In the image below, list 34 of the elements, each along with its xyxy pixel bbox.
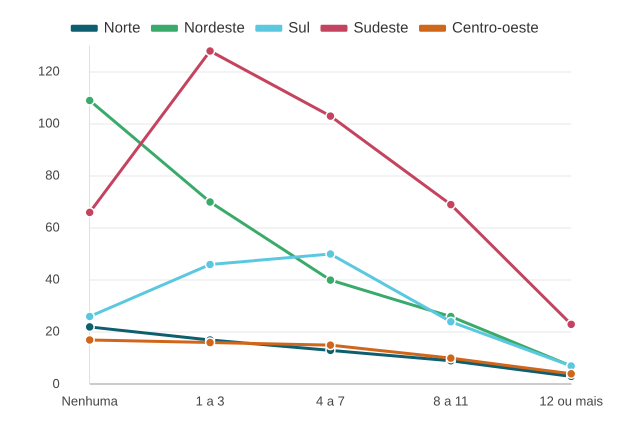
point xyxy=(204,46,216,56)
point xyxy=(325,248,336,260)
y-tick-label: 80 xyxy=(45,168,60,183)
point xyxy=(325,340,336,350)
legend-label: Norte xyxy=(104,19,140,36)
point xyxy=(566,368,576,380)
point xyxy=(446,199,456,210)
point xyxy=(84,207,95,218)
legend-label: Centro-oeste xyxy=(452,19,539,36)
point xyxy=(566,319,576,330)
x-tick-label: 4 a 7 xyxy=(316,394,345,409)
point xyxy=(204,337,216,348)
point xyxy=(84,322,95,332)
x-tick-label: 12 ou mais xyxy=(539,394,604,409)
x-tick-label: 8 a 11 xyxy=(433,394,468,409)
point xyxy=(204,196,216,208)
y-tick-label: 20 xyxy=(45,324,60,339)
point xyxy=(325,274,336,286)
legend-label: Sudeste xyxy=(353,19,409,36)
x-tick-label: 1 a 3 xyxy=(196,394,225,409)
legend-label: Nordeste xyxy=(184,19,245,36)
point xyxy=(204,259,216,270)
x-tick-label: Nenhuma xyxy=(62,394,119,409)
point xyxy=(84,334,95,346)
point xyxy=(325,110,336,122)
legend-label: Sul xyxy=(288,19,310,36)
point xyxy=(446,316,456,327)
y-tick-label: 120 xyxy=(38,63,60,78)
y-tick-label: 60 xyxy=(45,220,60,235)
y-tick-label: 0 xyxy=(52,376,60,391)
point xyxy=(84,95,95,106)
y-tick-label: 100 xyxy=(38,115,60,130)
point xyxy=(446,352,456,364)
y-tick-label: 40 xyxy=(45,272,60,287)
